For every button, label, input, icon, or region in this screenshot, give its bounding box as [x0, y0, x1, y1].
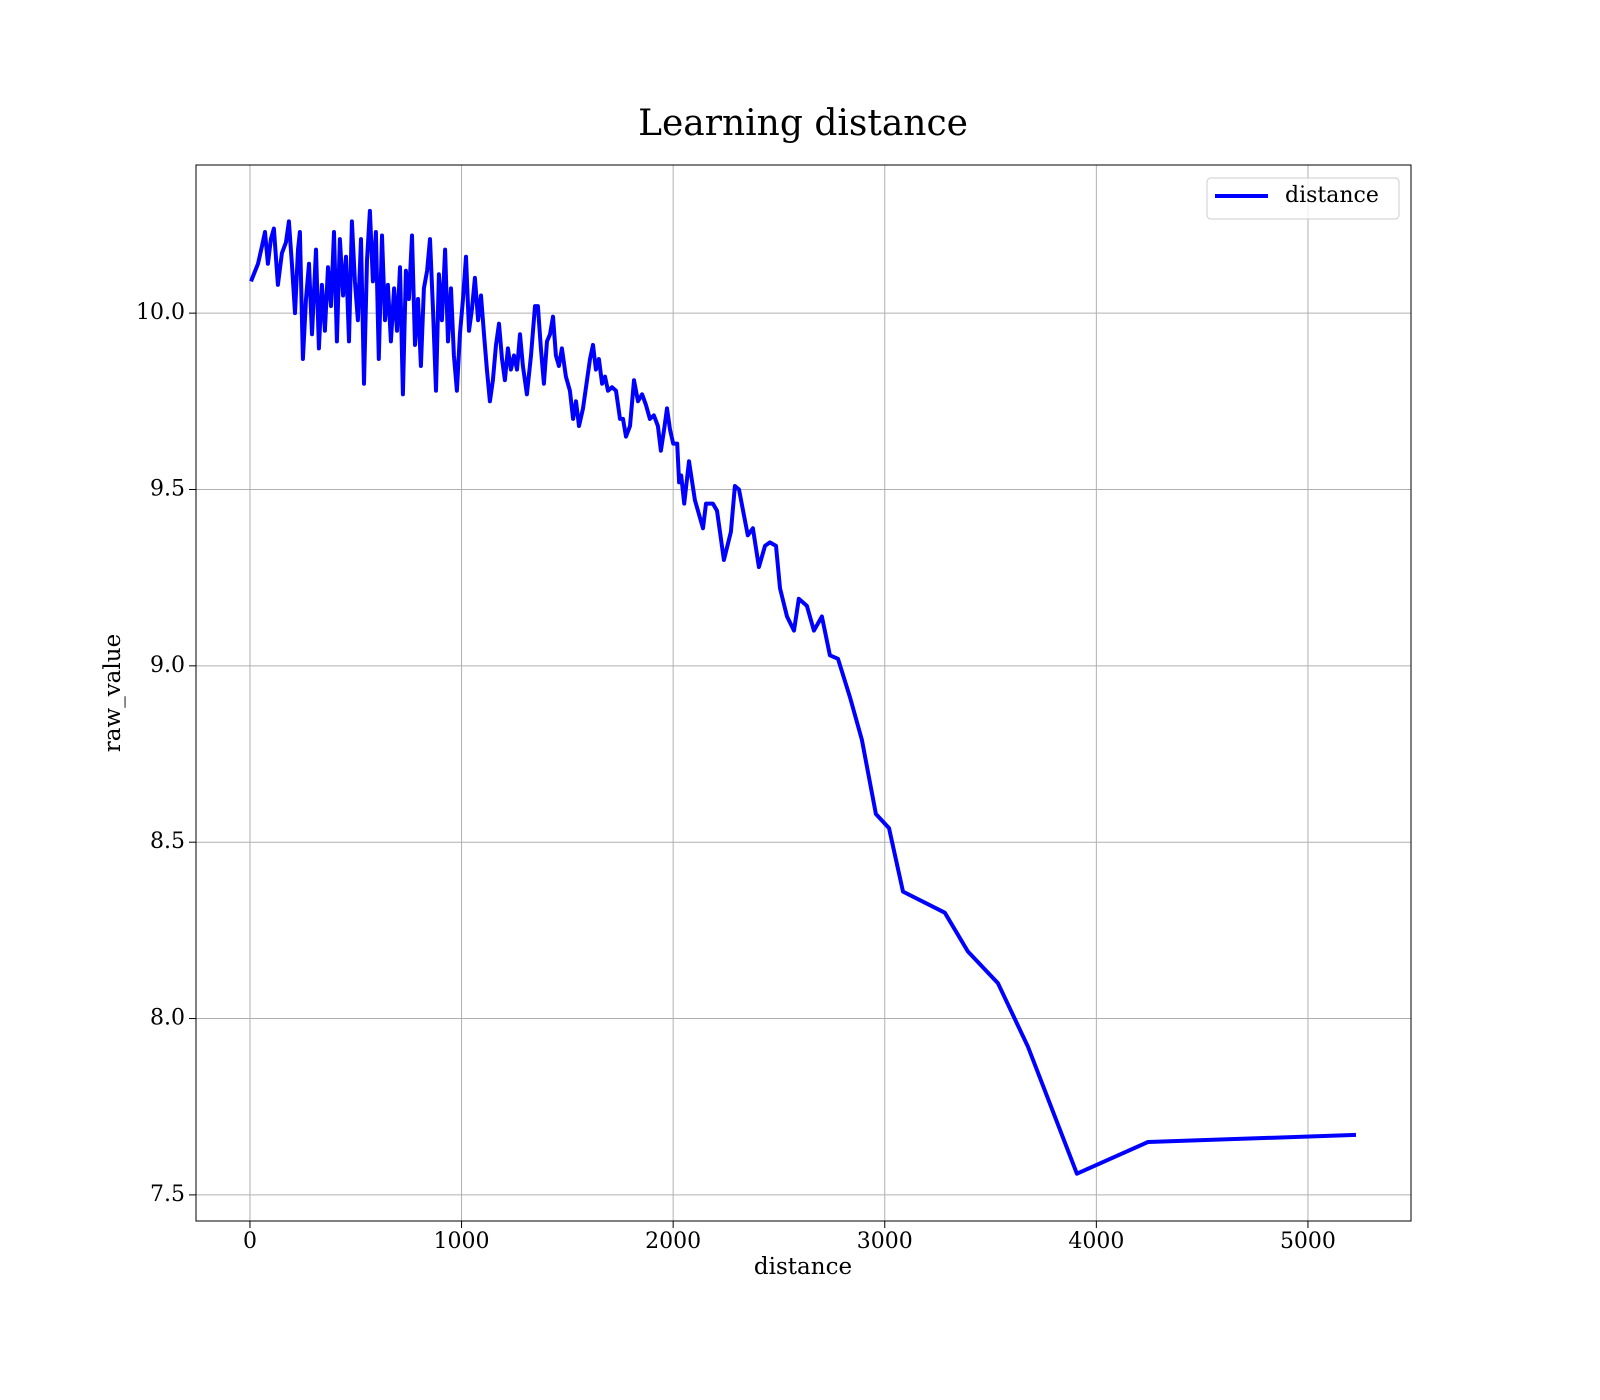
- data-line: [249, 208, 1357, 1176]
- y-axis-label: raw_value: [100, 634, 126, 752]
- legend-label: distance: [1285, 183, 1379, 208]
- x-tick-label: 0: [243, 1229, 257, 1254]
- y-tick-label: 8.0: [150, 1006, 185, 1031]
- y-tick-label: 7.5: [150, 1182, 185, 1207]
- x-tick-label: 2000: [645, 1229, 701, 1254]
- x-tick-label: 4000: [1068, 1229, 1124, 1254]
- y-tick-label: 8.5: [150, 829, 185, 854]
- plot-frame: [195, 164, 1412, 1222]
- y-tick-label: 9.0: [150, 653, 185, 678]
- x-tick-label: 1000: [434, 1229, 490, 1254]
- x-tick-label: 3000: [857, 1229, 913, 1254]
- x-tick-label: 5000: [1280, 1229, 1336, 1254]
- y-tick-label: 10.0: [136, 300, 185, 325]
- y-tick-label: 9.5: [150, 476, 185, 501]
- x-axis-label: distance: [754, 1254, 852, 1280]
- legend-box: [1206, 177, 1400, 220]
- chart-title: Learning distance: [638, 103, 968, 144]
